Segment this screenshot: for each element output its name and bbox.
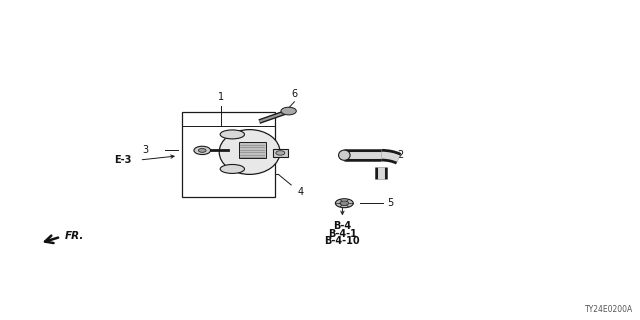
Text: 3: 3	[142, 145, 148, 156]
Text: B-4-1: B-4-1	[328, 229, 357, 239]
Text: 1: 1	[218, 92, 224, 102]
Text: 6: 6	[291, 89, 298, 99]
Bar	[239, 142, 266, 158]
Circle shape	[281, 107, 296, 115]
Ellipse shape	[220, 130, 244, 139]
Text: B-4-10: B-4-10	[324, 236, 360, 246]
Bar	[182, 112, 275, 197]
Circle shape	[194, 146, 211, 155]
Circle shape	[198, 148, 206, 152]
Text: TY24E0200A: TY24E0200A	[586, 305, 634, 314]
Text: E-3: E-3	[114, 155, 131, 165]
Text: 5: 5	[387, 198, 394, 208]
Text: 2: 2	[397, 150, 403, 160]
Circle shape	[340, 201, 349, 205]
Circle shape	[276, 151, 285, 155]
Ellipse shape	[220, 164, 244, 173]
Text: B-4: B-4	[333, 221, 351, 231]
Ellipse shape	[219, 130, 280, 174]
Bar	[273, 149, 288, 157]
Text: 4: 4	[298, 187, 304, 197]
Ellipse shape	[339, 150, 350, 160]
Text: FR.: FR.	[65, 231, 84, 241]
Circle shape	[335, 199, 353, 208]
